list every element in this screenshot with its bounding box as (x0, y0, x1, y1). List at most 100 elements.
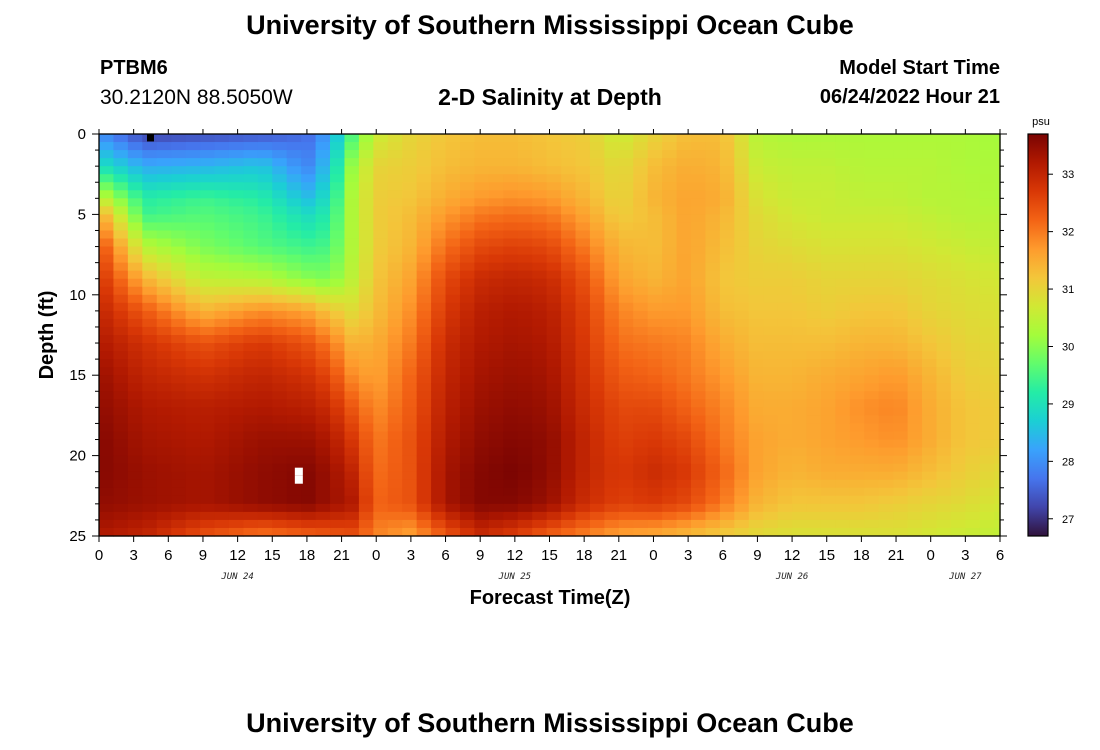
heatmap-cell (286, 310, 302, 320)
heatmap-cell (662, 214, 678, 224)
heatmap-cell (878, 254, 894, 264)
heatmap-cell (503, 503, 519, 513)
heatmap-cell (286, 471, 302, 481)
heatmap-cell (113, 343, 129, 352)
heatmap-cell (503, 471, 519, 481)
heatmap-cell (532, 190, 548, 199)
heatmap-cell (589, 254, 605, 264)
heatmap-cell (156, 278, 172, 288)
heatmap-cell (633, 214, 649, 224)
heatmap-cell (517, 278, 533, 288)
heatmap-cell (618, 471, 634, 481)
heatmap-cell (647, 174, 663, 183)
heatmap-cell (330, 166, 346, 175)
heatmap-cell (315, 527, 331, 537)
heatmap-cell (618, 455, 634, 465)
heatmap-cell (979, 375, 995, 384)
heatmap-cell (459, 487, 476, 497)
heatmap-cell (358, 190, 374, 199)
heatmap-cell (257, 318, 273, 328)
heatmap-cell (416, 246, 432, 256)
heatmap-cell (676, 407, 692, 416)
heatmap-cell (719, 166, 735, 175)
heatmap-cell (734, 455, 750, 465)
heatmap-cell (445, 246, 461, 256)
heatmap-cell (994, 447, 1001, 457)
masked-cell-white (294, 467, 303, 476)
heatmap-cell (763, 455, 779, 465)
heatmap-cell (517, 230, 533, 240)
heatmap-cell (402, 471, 418, 481)
heatmap-cell (922, 198, 938, 207)
heatmap-cell (445, 431, 461, 441)
colorbar-unit: psu (1032, 116, 1050, 128)
heatmap-cell (142, 351, 158, 360)
heatmap-cell (99, 479, 115, 489)
heatmap-cell (344, 174, 360, 183)
heatmap-cell (214, 142, 230, 151)
heatmap-cell (301, 214, 317, 224)
heatmap-cell (416, 343, 432, 352)
heatmap-cell (257, 479, 273, 489)
heatmap-cell (676, 511, 692, 521)
heatmap-cell (387, 495, 403, 505)
heatmap-cell (676, 150, 692, 159)
heatmap-cell (127, 431, 143, 441)
heatmap-cell (936, 447, 952, 457)
heatmap-cell (459, 415, 476, 425)
heatmap-cell (777, 391, 793, 400)
heatmap-cell (344, 439, 360, 449)
model-start-label: Model Start Time (839, 57, 1000, 79)
heatmap-cell (777, 519, 793, 529)
heatmap-cell (763, 310, 779, 320)
heatmap-cell (734, 230, 750, 240)
heatmap-cell (561, 238, 577, 248)
heatmap-cell (633, 286, 649, 296)
heatmap-cell (705, 134, 721, 143)
heatmap-cell (142, 150, 158, 159)
heatmap-cell (358, 351, 374, 360)
heatmap-cell (474, 399, 490, 408)
heatmap-cell (734, 326, 750, 336)
heatmap-cell (589, 351, 605, 360)
heatmap-cell (488, 447, 504, 457)
heatmap-cell (792, 262, 808, 272)
heatmap-cell (330, 286, 346, 296)
heatmap-cell (820, 431, 836, 441)
heatmap-cell (922, 351, 938, 360)
heatmap-cell (113, 463, 129, 473)
heatmap-cell (344, 326, 360, 336)
heatmap-cell (532, 375, 548, 384)
heatmap-cell (387, 214, 403, 224)
heatmap-cell (459, 495, 476, 505)
heatmap-cell (459, 278, 476, 288)
heatmap-cell (936, 391, 952, 400)
heatmap-cell (835, 158, 851, 167)
heatmap-cell (820, 519, 836, 529)
heatmap-cell (488, 286, 504, 296)
heatmap-cell (806, 407, 822, 416)
heatmap-cell (835, 511, 851, 521)
heatmap-cell (546, 286, 562, 296)
heatmap-cell (676, 447, 692, 457)
heatmap-cell (618, 463, 634, 473)
heatmap-cell (330, 519, 346, 529)
heatmap-cell (589, 447, 605, 457)
heatmap-cell (633, 262, 649, 272)
heatmap-cell (763, 238, 779, 248)
heatmap-cell (185, 455, 201, 465)
heatmap-cell (849, 318, 865, 328)
heatmap-cell (604, 439, 620, 449)
heatmap-cell (719, 415, 735, 425)
heatmap-cell (835, 286, 851, 296)
heatmap-cell (936, 351, 952, 360)
heatmap-cell (127, 519, 143, 529)
heatmap-cell (878, 142, 894, 151)
heatmap-cell (719, 182, 735, 191)
heatmap-cell (691, 302, 707, 312)
heatmap-cell (676, 463, 692, 473)
heatmap-cell (358, 519, 374, 529)
x-tick-label: 0 (95, 547, 103, 564)
heatmap-cell (113, 519, 129, 529)
